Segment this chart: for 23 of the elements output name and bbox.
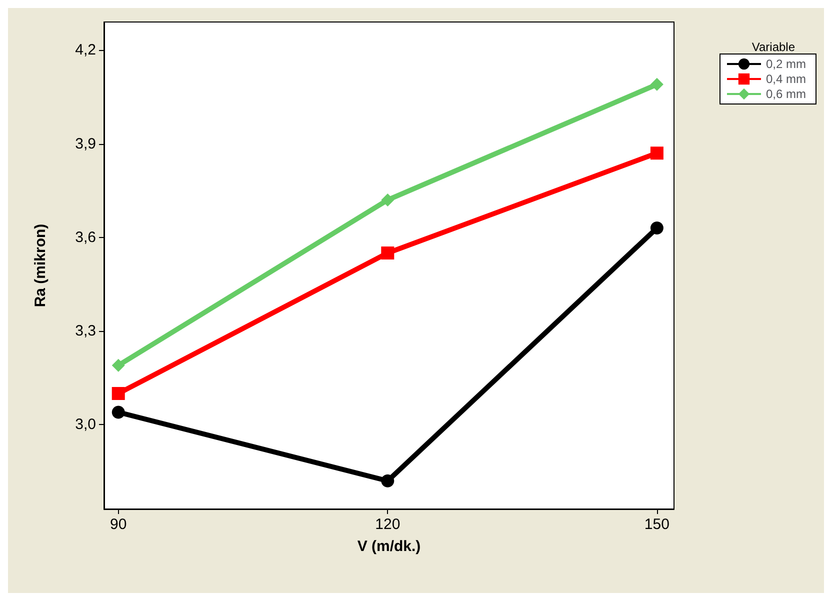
point <box>381 246 394 260</box>
y-tick-label: 4,2 <box>75 42 96 59</box>
x-tick-label: 120 <box>375 516 400 533</box>
y-tick-label: 3,3 <box>75 322 96 340</box>
x-tick-label: 90 <box>110 516 127 533</box>
legend-label: 0,2 mm <box>766 57 806 71</box>
point <box>112 406 125 419</box>
legend-title: Variable <box>752 40 796 54</box>
legend-label: 0,4 mm <box>766 72 806 86</box>
x-tick-label: 150 <box>644 516 670 533</box>
y-tick-label: 3,0 <box>75 416 96 434</box>
legend-label: 0,6 mm <box>766 87 806 101</box>
point <box>112 358 125 372</box>
point <box>381 474 394 488</box>
y-tick-label: 3,6 <box>75 228 96 246</box>
y-axis-title: Ra (mikron) <box>32 224 49 308</box>
y-tick-label: 3,9 <box>75 135 96 152</box>
point <box>112 386 125 400</box>
point <box>381 193 394 206</box>
point <box>650 146 664 160</box>
point <box>650 222 664 235</box>
point <box>650 78 664 91</box>
x-axis-title: V (m/dk.) <box>357 538 421 555</box>
